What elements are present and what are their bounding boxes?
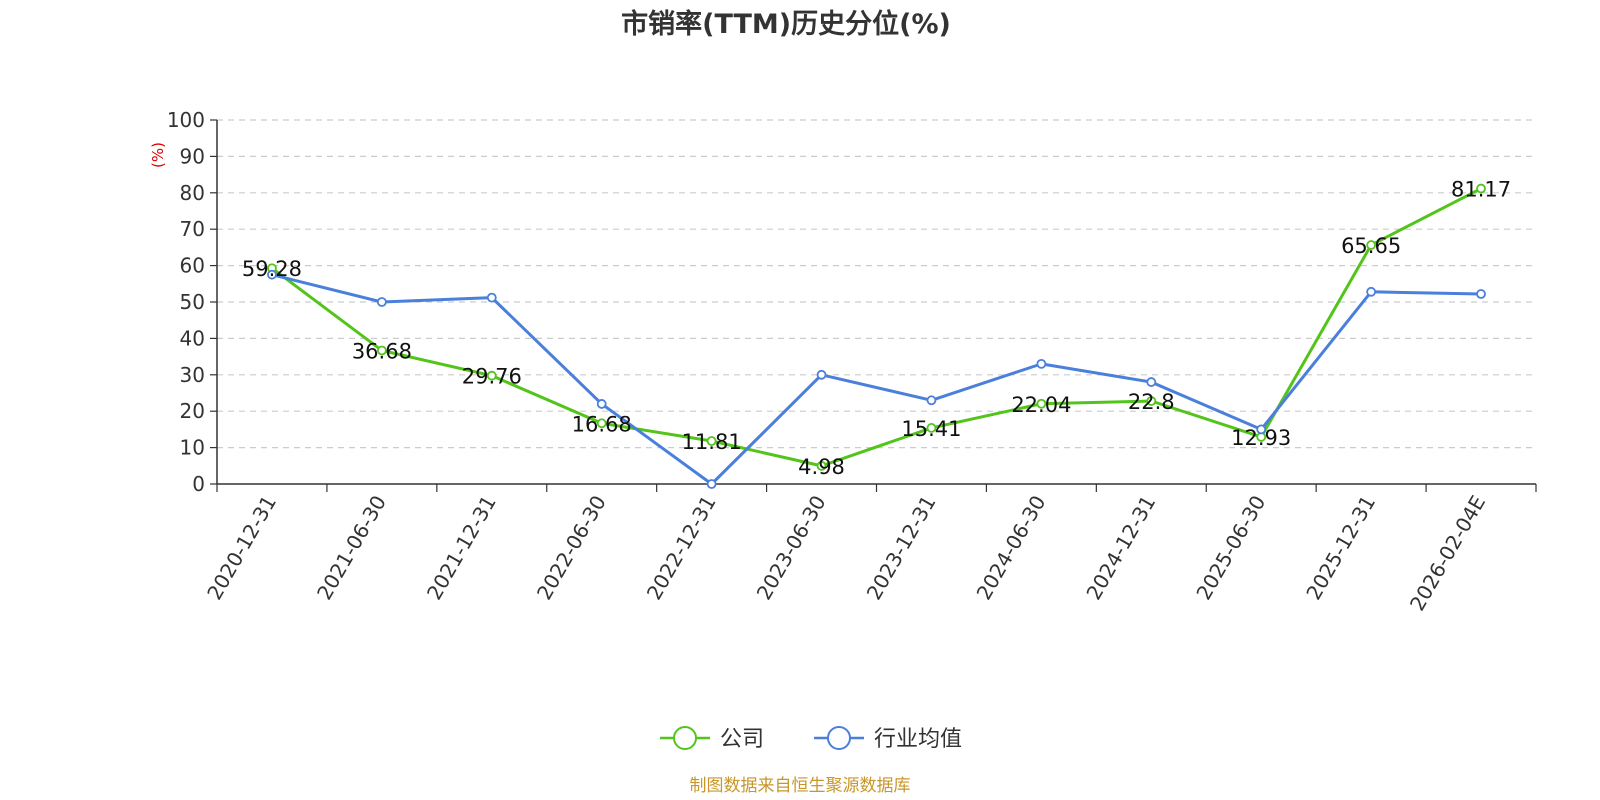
- x-tick-labels: 2020-12-31 2021-06-30 2021-12-31 2022-06-30…: [202, 491, 1490, 615]
- series-company: [267, 183, 1486, 471]
- legend-circle-marker: [827, 726, 851, 750]
- data-point: [926, 423, 937, 433]
- y-tick-labels: 0 10 20 30 40 50 60 70 80 90 100: [167, 108, 205, 496]
- y-tick-label: 30: [180, 363, 205, 387]
- data-point: [1476, 183, 1486, 194]
- data-point: [1366, 240, 1377, 250]
- data-label: 65.65: [1341, 234, 1401, 258]
- data-label: 15.41: [901, 417, 961, 441]
- data-label: 29.76: [462, 365, 522, 389]
- y-tick-label: 0: [192, 472, 205, 496]
- y-tick-label: 100: [167, 108, 205, 132]
- series-industry-average: [267, 269, 1486, 489]
- legend-circle-marker: [673, 726, 697, 750]
- x-tick-label: 2025-06-30: [1191, 491, 1270, 604]
- x-tick-label: 2021-06-30: [312, 491, 391, 604]
- y-tick-label: 90: [180, 144, 205, 168]
- data-point: [596, 399, 607, 409]
- legend-item-industry-average[interactable]: 行业均值: [814, 726, 962, 752]
- x-tick-label: 2023-06-30: [752, 491, 831, 604]
- data-point: [1476, 289, 1486, 299]
- x-tick-label: 2020-12-31: [202, 491, 281, 604]
- data-label: 12.93: [1231, 426, 1291, 450]
- data-point: [376, 345, 387, 356]
- x-tick-label: 2024-12-31: [1081, 491, 1160, 604]
- y-tick-label: 80: [180, 181, 205, 205]
- data-label: 4.98: [798, 455, 845, 479]
- legend-label: 行业均值: [874, 727, 962, 752]
- x-tick-label: 2026-02-04E: [1405, 491, 1490, 615]
- grid-lines: [217, 119, 1536, 449]
- y-tick-label: 10: [180, 436, 205, 460]
- data-label: 81.17: [1451, 178, 1511, 202]
- x-tick-label: 2022-06-30: [532, 491, 611, 604]
- data-point: [1036, 358, 1047, 369]
- data-label: 36.68: [352, 339, 412, 363]
- source-note: 制图数据来自恒生聚源数据库: [690, 776, 911, 796]
- x-tick-label: 2025-12-31: [1301, 491, 1380, 604]
- data-point: [816, 460, 827, 471]
- y-tick-label: 40: [180, 326, 205, 350]
- data-point: [267, 269, 277, 280]
- y-tick-label: 60: [180, 254, 205, 278]
- chart-title: 市销率(TTM)历史分位(%): [621, 8, 951, 40]
- data-label: 16.68: [572, 412, 632, 436]
- y-tick-label: 20: [180, 399, 205, 423]
- data-point: [1256, 424, 1267, 435]
- data-label: 22.04: [1011, 393, 1071, 417]
- x-tick-label: 2023-12-31: [862, 491, 941, 604]
- data-label: 59.28: [242, 257, 302, 281]
- data-point: [1146, 396, 1157, 406]
- data-labels: 59.28 36.68 29.76 16.68 11.81 4.98 15.41 22.04 2…: [242, 178, 1511, 479]
- legend: 公司 行业均值: [660, 726, 962, 752]
- data-point: [816, 369, 827, 380]
- data-point: [1036, 398, 1047, 409]
- x-tick-label: 2022-12-31: [642, 491, 721, 604]
- legend-label: 公司: [720, 727, 764, 752]
- axes: [210, 119, 1537, 492]
- data-point: [486, 292, 497, 303]
- data-point: [706, 479, 717, 489]
- series-line: [271, 187, 1482, 468]
- data-point: [706, 436, 717, 446]
- series-line: [271, 273, 1482, 486]
- x-tick-label: 2024-06-30: [972, 491, 1051, 604]
- data-label: 22.8: [1128, 390, 1175, 414]
- data-point: [926, 395, 937, 406]
- data-point: [1146, 377, 1157, 387]
- data-point: [596, 418, 607, 429]
- legend-item-company[interactable]: 公司: [660, 726, 764, 752]
- data-label: 11.81: [682, 430, 742, 454]
- y-tick-label: 70: [180, 217, 205, 241]
- y-tick-label: 50: [180, 290, 205, 314]
- data-point: [1366, 286, 1377, 297]
- x-tick-label: 2021-12-31: [422, 491, 501, 604]
- data-point: [376, 297, 387, 307]
- series-lines: [267, 183, 1486, 489]
- data-point: [486, 370, 497, 381]
- y-axis-unit-label: (%): [149, 142, 167, 168]
